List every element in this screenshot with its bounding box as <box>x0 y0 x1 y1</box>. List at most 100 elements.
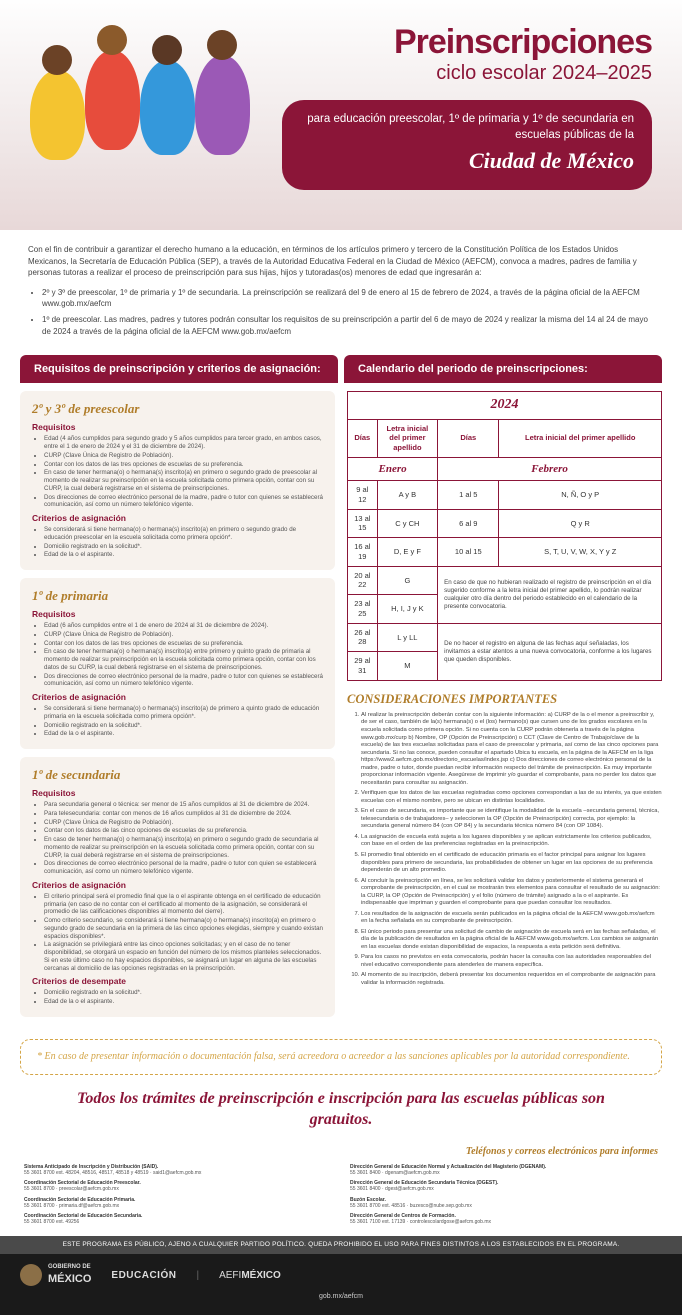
contact-item: Coordinación Sectorial de Educación Secu… <box>24 1213 332 1226</box>
level-title: 2º y 3º de preescolar <box>32 401 323 418</box>
level-card: 1º de secundariaRequisitosPara secundari… <box>20 757 335 1017</box>
header-requirements: Requisitos de preinscripción y criterios… <box>20 355 338 383</box>
consideration-item: El promedio final obtenido en el certifi… <box>361 852 662 875</box>
contact-item: Dirección General de Educación Normal y … <box>350 1164 658 1177</box>
consideration-item: El único periodo para presentar una soli… <box>361 929 662 952</box>
calendar-row: 13 al 15C y CH6 al 9Q y R <box>348 509 662 538</box>
consideration-item: Al concluir la preinscripción en línea, … <box>361 878 662 908</box>
level-title: 1º de secundaria <box>32 767 323 784</box>
contact-item: Coordinación Sectorial de Educación Pree… <box>24 1180 332 1193</box>
requirement-item: Dos direcciones de correo electrónico pe… <box>44 673 323 689</box>
criteria-heading: Criterios de asignación <box>32 692 323 703</box>
disclaimer-bar: ESTE PROGRAMA ES PÚBLICO, AJENO A CUALQU… <box>0 1236 682 1254</box>
tiebreak-item: Domicilio registrado en la solicitud*. <box>44 989 323 997</box>
banner-city: Ciudad de México <box>300 147 634 176</box>
cal-letters: G <box>377 566 437 595</box>
cal-days: 1 al 5 <box>438 481 499 510</box>
consideration-item: Los resultados de la asignación de escue… <box>361 911 662 926</box>
hero: Preinscripciones ciclo escolar 2024–2025… <box>0 0 682 230</box>
criteria-item: Edad de la o el aspirante. <box>44 551 323 559</box>
contact-item: Coordinación Sectorial de Educación Prim… <box>24 1197 332 1210</box>
cal-letters: Q y R <box>499 509 662 538</box>
requirement-item: Edad (4 años cumplidos para segundo grad… <box>44 435 323 451</box>
cal-letters: D, E y F <box>377 538 437 567</box>
two-columns: 2º y 3º de preescolar Requisitos Edad (4 a… <box>0 383 682 1027</box>
children-illustration <box>20 30 260 190</box>
cal-days: 26 al 28 <box>348 623 378 652</box>
contact-item: Buzón Escolar.55 3601 8700 ext. 48516 · … <box>350 1197 658 1210</box>
logo-aefcm: AEFIMÉXICO <box>219 1269 281 1282</box>
requirement-item: Para secundaria general o técnica: ser m… <box>44 801 323 809</box>
calendar-note: En caso de que no hubieran realizado el … <box>438 566 662 623</box>
level-card: 2º y 3º de preescolarRequisitosEdad (4 a… <box>20 391 335 570</box>
gob-line1: GOBIERNO DE <box>48 1264 91 1272</box>
consideration-item: Para los casos no previstos en esta conv… <box>361 954 662 969</box>
title-main: Preinscripciones <box>394 20 652 64</box>
cal-letters: N, Ñ, O y P <box>499 481 662 510</box>
cal-letters: M <box>377 652 437 681</box>
footer: GOBIERNO DE MÉXICO EDUCACIÓN | AEFIMÉXIC… <box>0 1254 682 1315</box>
criteria-item: Edad de la o el aspirante. <box>44 730 323 738</box>
considerations-title: CONSIDERACIONES IMPORTANTES <box>347 691 662 707</box>
contacts-title: Teléfonos y correos electrónicos para in… <box>24 1145 658 1158</box>
tiebreak-item: Edad de la o el aspirante. <box>44 998 323 1006</box>
cal-letters: A y B <box>377 481 437 510</box>
criteria-heading: Criterios de asignación <box>32 880 323 891</box>
cal-letters: H, I, J y K <box>377 595 437 624</box>
header-calendar: Calendario del periodo de preinscripcion… <box>344 355 662 383</box>
col-letter: Letra inicial del primer apellido <box>499 419 662 457</box>
cal-letters: C y CH <box>377 509 437 538</box>
intro-bullet: 2º y 3º de preescolar, 1º de primaria y … <box>42 287 654 310</box>
criteria-item: Como criterio secundario, se considerará… <box>44 917 323 940</box>
cal-letters: S, T, U, V, W, X, Y y Z <box>499 538 662 567</box>
consideration-item: Al momento de su inscripción, deberá pre… <box>361 972 662 987</box>
logo-educacion: EDUCACIÓN <box>111 1269 176 1282</box>
col-days: Días <box>348 419 378 457</box>
criteria-heading: Criterios de asignación <box>32 513 323 524</box>
cal-days: 23 al 25 <box>348 595 378 624</box>
consideration-item: En el caso de secundaria, es importante … <box>361 808 662 831</box>
column-headers: Requisitos de preinscripción y criterios… <box>0 351 682 383</box>
calendar-row: 16 al 19D, E y F10 al 15S, T, U, V, W, X… <box>348 538 662 567</box>
considerations-list: Al realizar la preinscripción deberán co… <box>361 712 662 988</box>
level-card: 1º de primariaRequisitosEdad (6 años cum… <box>20 578 335 749</box>
requirement-item: Contar con los datos de las tres opcione… <box>44 461 323 469</box>
contact-item: Dirección General de Centros de Formació… <box>350 1213 658 1226</box>
requirement-item: Dos direcciones de correo electrónico pe… <box>44 494 323 510</box>
requirement-item: Edad (6 años cumplidos entre el 1 de ene… <box>44 622 323 630</box>
criteria-item: El criterio principal será el promedio f… <box>44 893 323 916</box>
gob-line2: MÉXICO <box>48 1272 91 1286</box>
calendar-note: De no hacer el registro en alguna de las… <box>438 623 662 680</box>
contact-item: Sistema Anticipado de Inscripción y Dist… <box>24 1164 332 1177</box>
calendar-column: 2024 Días Letra inicial del primer apell… <box>347 383 662 990</box>
intro-bullets: 2º y 3º de preescolar, 1º de primaria y … <box>42 287 654 337</box>
contacts-grid: Sistema Anticipado de Inscripción y Dist… <box>24 1164 658 1226</box>
title-block: Preinscripciones ciclo escolar 2024–2025 <box>394 20 652 86</box>
free-notice: Todos los trámites de preinscripción e i… <box>20 1083 662 1137</box>
col-letter: Letra inicial del primer apellido <box>377 419 437 457</box>
intro-body: Con el fin de contribuir a garantizar el… <box>28 244 654 279</box>
requirement-item: En caso de tener hermana(o) o hermana(s)… <box>44 648 323 671</box>
considerations: CONSIDERACIONES IMPORTANTES Al realizar … <box>347 691 662 988</box>
requirements-column: 2º y 3º de preescolar Requisitos Edad (4 a… <box>20 383 335 1017</box>
calendar-table-wrap: 2024 Días Letra inicial del primer apell… <box>347 391 662 680</box>
cal-days: 9 al 12 <box>348 481 378 510</box>
requirement-item: En caso de tener hermana(o) o hermana(s)… <box>44 469 323 492</box>
criteria-item: La asignación se privilegiará entre las … <box>44 941 323 972</box>
intro-paragraph: Con el fin de contribuir a garantizar el… <box>0 230 682 351</box>
consideration-item: La asignación de escuela está sujeta a l… <box>361 834 662 849</box>
criteria-item: Domicilio registrado en la solicitud*. <box>44 722 323 730</box>
logo-gobierno: GOBIERNO DE MÉXICO <box>20 1264 91 1286</box>
footer-logos: GOBIERNO DE MÉXICO EDUCACIÓN | AEFIMÉXIC… <box>20 1264 662 1286</box>
requirements-heading: Requisitos <box>32 609 323 620</box>
title-sub: ciclo escolar 2024–2025 <box>394 60 652 86</box>
cal-days: 16 al 19 <box>348 538 378 567</box>
month-feb: Febrero <box>438 457 662 480</box>
col-days: Días <box>438 419 499 457</box>
tiebreak-heading: Criterios de desempate <box>32 976 323 987</box>
cal-days: 29 al 31 <box>348 652 378 681</box>
requirement-item: En caso de tener hermana(o) o hermana(s)… <box>44 836 323 859</box>
contacts-section: Teléfonos y correos electrónicos para in… <box>0 1137 682 1236</box>
requirement-item: Contar con los datos de las cinco opcion… <box>44 827 323 835</box>
calendar-row: 9 al 12A y B1 al 5N, Ñ, O y P <box>348 481 662 510</box>
